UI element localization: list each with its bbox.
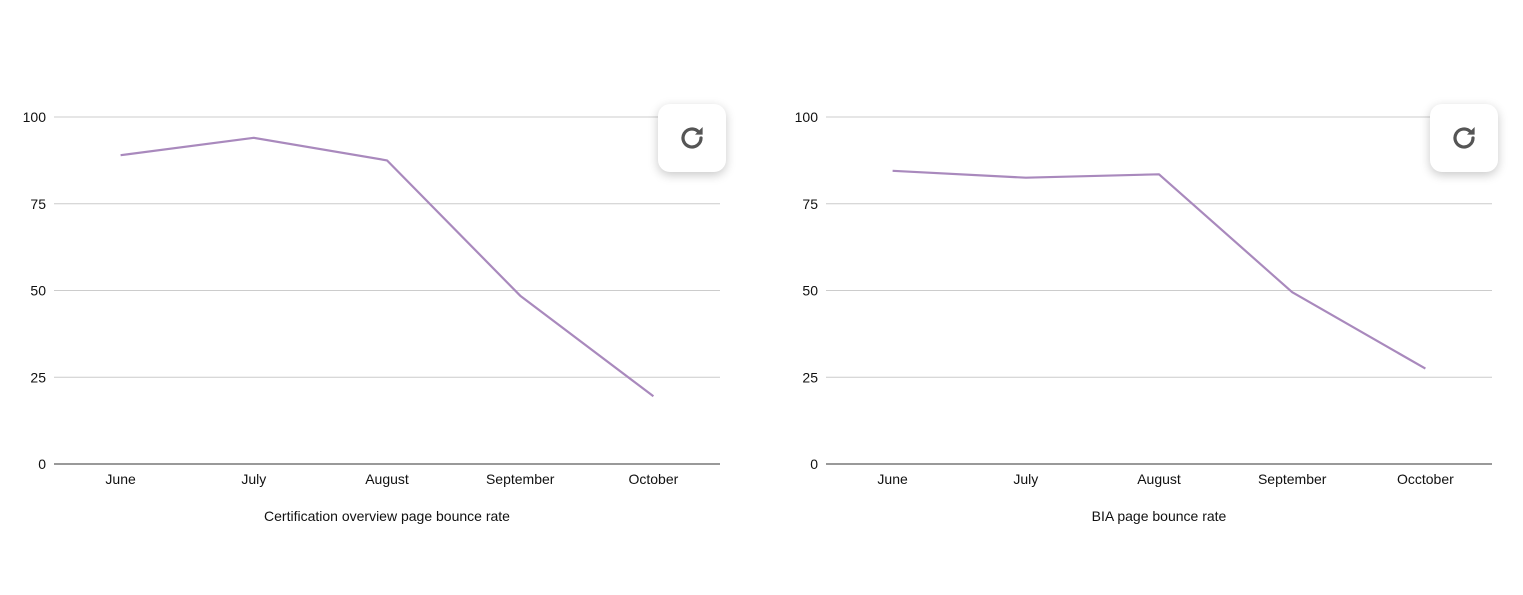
line-chart: 0 25 50 75 100 June July August September October…	[23, 109, 720, 524]
refresh-icon	[681, 127, 703, 149]
x-tick-label: June	[877, 471, 908, 487]
y-tick-label: 50	[802, 283, 818, 299]
x-tick-label: September	[1258, 471, 1327, 487]
x-tick-label: June	[105, 471, 136, 487]
y-tick-label: 75	[802, 196, 818, 212]
refresh-button[interactable]	[1430, 104, 1498, 172]
x-tick-label: August	[1137, 471, 1181, 487]
x-axis-title: BIA page bounce rate	[1092, 508, 1227, 524]
y-tick-label: 0	[810, 456, 818, 472]
x-tick-label: Occtober	[1397, 471, 1454, 487]
y-tick-label: 25	[30, 369, 46, 385]
refresh-button[interactable]	[658, 104, 726, 172]
chart-panel-certification: 0 25 50 75 100 June July August September October…	[0, 0, 761, 595]
refresh-icon	[1453, 127, 1475, 149]
y-tick-label: 25	[802, 369, 818, 385]
x-tick-label: September	[486, 471, 555, 487]
x-tick-label: July	[1013, 471, 1038, 487]
series-line	[892, 169, 1426, 370]
y-tick-label: 100	[795, 109, 819, 125]
x-axis-title: Certification overview page bounce rate	[264, 508, 510, 524]
y-tick-label: 50	[30, 283, 46, 299]
chart-panel-bia: 0 25 50 75 100 June July August September Occtobe…	[772, 0, 1523, 595]
x-tick-label: August	[365, 471, 409, 487]
line-chart: 0 25 50 75 100 June July August September Occtobe…	[795, 109, 1492, 524]
y-tick-label: 100	[23, 109, 47, 125]
x-tick-label: July	[241, 471, 266, 487]
x-tick-label: October	[628, 471, 678, 487]
y-tick-label: 75	[30, 196, 46, 212]
series-line	[120, 136, 655, 398]
y-tick-label: 0	[38, 456, 46, 472]
